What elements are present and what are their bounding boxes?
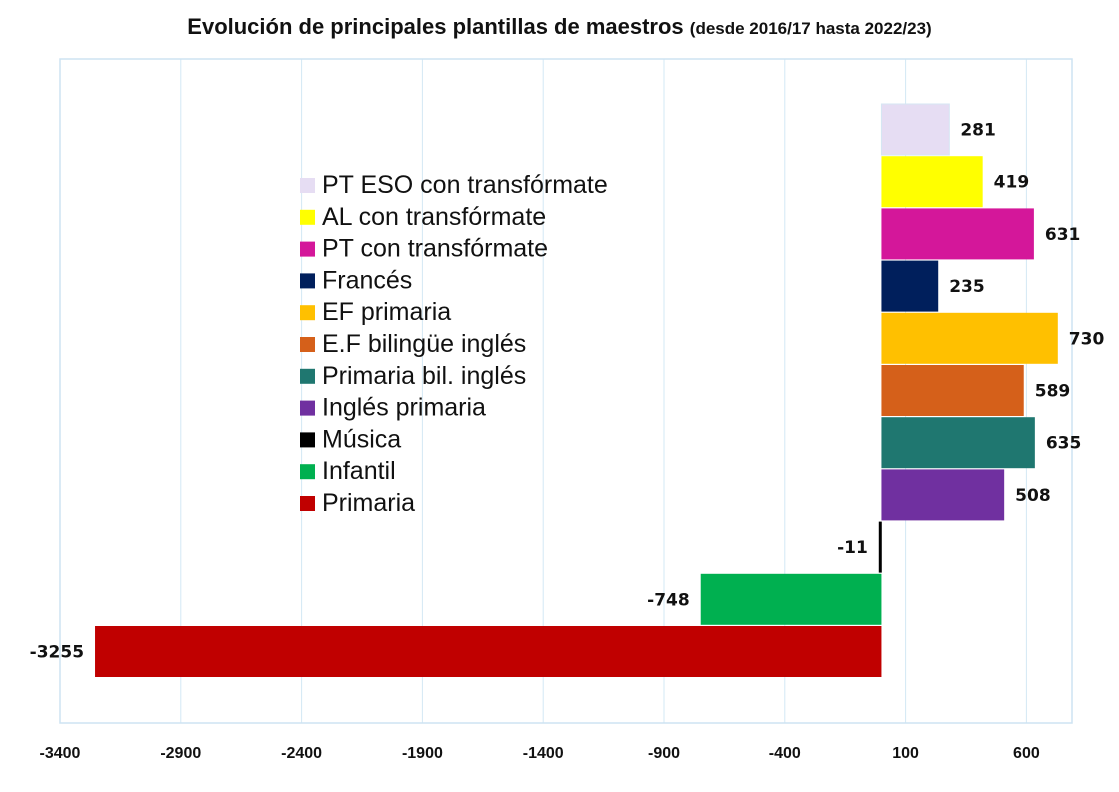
x-tick-label: -1900 [402, 745, 443, 762]
data-label: 235 [949, 277, 985, 297]
plot-frame [59, 58, 1073, 724]
legend-swatch [300, 368, 315, 384]
legend-swatch [300, 432, 315, 448]
bar [880, 103, 950, 156]
x-tick-label: -1400 [523, 745, 564, 762]
legend-swatch [300, 305, 315, 321]
legend-swatch [300, 464, 315, 480]
legend-item: Primaria [300, 489, 415, 517]
bars [95, 103, 1058, 677]
data-label: 508 [1015, 486, 1051, 506]
legend-item: AL con transfórmate [300, 203, 546, 231]
legend-label: Música [322, 425, 401, 453]
chart-title-block: Evolución de principales plantillas de m… [0, 14, 1119, 40]
data-label: 589 [1035, 382, 1071, 402]
legend-label: E.F bilingüe inglés [322, 330, 526, 358]
legend-item: E.F bilingüe inglés [300, 330, 526, 358]
data-label: 635 [1046, 434, 1082, 454]
legend-label: Inglés primaria [322, 394, 486, 422]
bar [881, 260, 939, 312]
legend-swatch [300, 241, 315, 257]
legend-item: Infantil [300, 457, 396, 485]
data-label: 419 [994, 173, 1030, 193]
x-axis-ticks: -3400 -2900 -2400 -1900 -1400 -900 -400 100 600 [40, 745, 1040, 762]
legend-label: Francés [322, 266, 412, 294]
legend-label: AL con transfórmate [322, 203, 546, 231]
legend-item: EF primaria [300, 298, 451, 326]
legend-label: PT con transfórmate [322, 235, 548, 263]
data-label: 281 [960, 121, 996, 141]
legend-swatch [300, 337, 315, 352]
x-tick-label: -400 [769, 745, 801, 762]
legend-item: Música [300, 425, 401, 453]
bar [878, 521, 882, 573]
legend-label: Infantil [322, 457, 396, 485]
data-label: -11 [837, 538, 868, 558]
bar [881, 156, 983, 208]
bar [881, 312, 1058, 364]
legend-label: Primaria bil. inglés [322, 362, 526, 390]
legend-item: PT ESO con transfórmate [300, 171, 608, 199]
legend-item: Primaria bil. inglés [300, 362, 526, 390]
legend-swatch [300, 178, 315, 193]
legend-item: Inglés primaria [300, 394, 486, 422]
legend-label: EF primaria [322, 298, 451, 326]
legend-swatch [300, 209, 315, 225]
x-tick-label: 600 [1013, 745, 1040, 762]
bar [95, 626, 882, 677]
x-tick-label: -900 [648, 745, 680, 762]
legend-item: Francés [300, 266, 412, 294]
bar [881, 208, 1034, 260]
data-label: -748 [647, 590, 690, 610]
bar [881, 417, 1035, 469]
data-labels: 281 419 631 235 730 589 635 508 -11 -748 -3255 [30, 121, 1105, 663]
bar [881, 365, 1024, 416]
bar [700, 573, 882, 625]
x-tick-label: 100 [892, 745, 919, 762]
legend-swatch [300, 400, 315, 416]
legend-label: PT ESO con transfórmate [322, 171, 608, 199]
legend: PT ESO con transfórmate AL con transfórma… [300, 171, 608, 517]
legend-swatch [300, 273, 315, 289]
bar [881, 469, 1005, 521]
legend-swatch [300, 496, 315, 511]
chart-subtitle: (desde 2016/17 hasta 2022/23) [689, 19, 932, 38]
chart-title: Evolución de principales plantillas de m… [187, 14, 684, 39]
x-tick-label: -3400 [40, 745, 81, 762]
x-tick-label: -2900 [160, 745, 201, 762]
legend-label: Primaria [322, 489, 415, 517]
x-tick-label: -2400 [281, 745, 322, 762]
data-label: 730 [1069, 329, 1105, 349]
legend-item: PT con transfórmate [300, 235, 548, 263]
data-label: -3255 [30, 643, 84, 663]
data-label: 631 [1045, 225, 1081, 245]
